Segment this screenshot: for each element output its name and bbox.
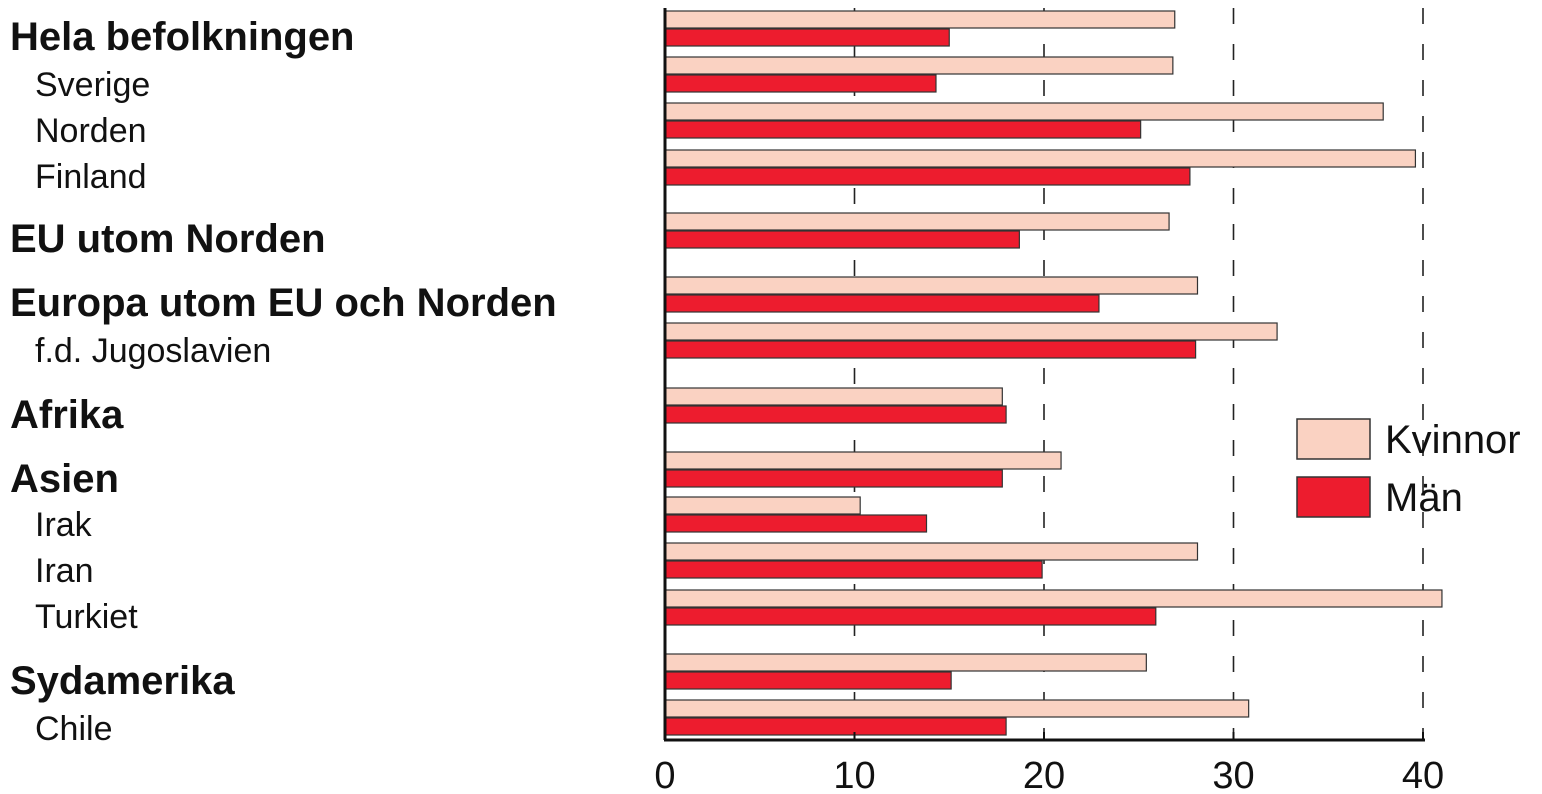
bar-man-13 <box>664 717 1007 736</box>
category-label-11: Turkiet <box>35 598 138 636</box>
legend-swatch-kvinnor <box>1296 418 1371 460</box>
bar-kvinnor-13 <box>664 699 1250 718</box>
category-label-0: Hela befolkningen <box>10 15 355 59</box>
x-tick-label-40: 40 <box>1402 755 1444 794</box>
bar-man-3 <box>664 167 1191 186</box>
bar-kvinnor-11 <box>664 589 1443 608</box>
bar-kvinnor-9 <box>664 496 861 515</box>
x-axis: 0 10 20 30 40 <box>654 8 1444 794</box>
x-tick-label-30: 30 <box>1212 755 1254 794</box>
bar-kvinnor-2 <box>664 102 1384 121</box>
category-label-9: Irak <box>35 506 93 544</box>
category-label-10: Iran <box>35 552 94 590</box>
bar-kvinnor-0 <box>664 10 1176 29</box>
bar-kvinnor-5 <box>664 276 1199 295</box>
category-label-12: Sydamerika <box>10 659 235 703</box>
bar-man-10 <box>664 560 1043 579</box>
bar-kvinnor-7 <box>664 387 1003 406</box>
legend: Kvinnor Män <box>1296 418 1521 520</box>
bar-kvinnor-12 <box>664 653 1147 672</box>
category-label-2: Norden <box>35 112 147 150</box>
bar-kvinnor-3 <box>664 149 1417 168</box>
category-label-5: Europa utom EU och Norden <box>10 281 557 325</box>
bar-kvinnor-8 <box>664 451 1062 470</box>
bar-man-6 <box>664 340 1197 359</box>
bar-man-5 <box>664 294 1100 313</box>
category-label-3: Finland <box>35 158 147 196</box>
bar-man-4 <box>664 230 1020 249</box>
x-tick-label-10: 10 <box>833 755 875 794</box>
x-tick-label-20: 20 <box>1023 755 1065 794</box>
legend-label-man: Män <box>1385 476 1463 520</box>
category-label-4: EU utom Norden <box>10 217 326 261</box>
bar-man-2 <box>664 120 1142 139</box>
bar-man-0 <box>664 28 950 47</box>
bar-man-12 <box>664 671 952 690</box>
bar-man-11 <box>664 607 1157 626</box>
legend-swatch-man <box>1296 476 1371 518</box>
category-label-13: Chile <box>35 710 112 748</box>
category-label-1: Sverige <box>35 66 150 104</box>
bar-man-9 <box>664 514 928 533</box>
bar-man-8 <box>664 469 1003 488</box>
category-label-7: Afrika <box>10 393 124 437</box>
bar-man-1 <box>664 74 937 93</box>
category-label-8: Asien <box>10 457 119 501</box>
legend-label-kvinnor: Kvinnor <box>1385 418 1521 462</box>
category-label-6: f.d. Jugoslavien <box>35 332 271 370</box>
bar-kvinnor-6 <box>664 322 1278 341</box>
x-tick-label-0: 0 <box>654 755 675 794</box>
category-labels: Hela befolkningen Sverige Norden Finland EU … <box>10 15 557 748</box>
bar-kvinnor-1 <box>664 56 1174 75</box>
bar-man-7 <box>664 405 1007 424</box>
bars-group <box>664 10 1443 736</box>
bar-kvinnor-4 <box>664 212 1170 231</box>
bar-kvinnor-10 <box>664 542 1199 561</box>
